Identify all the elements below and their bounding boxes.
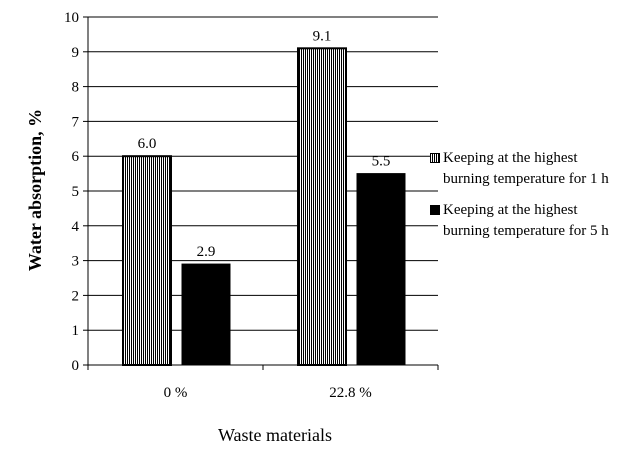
y-axis-title: Water absorption, %	[25, 109, 45, 271]
data-label: 9.1	[313, 28, 332, 44]
legend-item-1h: Keeping at the highest burning temperatu…	[428, 148, 618, 190]
y-tick-label: 7	[72, 114, 80, 130]
y-tick-label: 5	[72, 184, 80, 200]
axes	[83, 16, 439, 370]
legend-swatch-hatched	[430, 153, 440, 163]
y-tick-label: 9	[72, 45, 80, 61]
bar-5h	[181, 263, 231, 366]
y-tick-label: 10	[64, 10, 79, 26]
legend-label-1h: Keeping at the highest burning temperatu…	[443, 150, 609, 187]
y-tick-label: 3	[72, 254, 80, 270]
y-tick-label: 4	[72, 219, 80, 235]
y-tick-label: 1	[72, 323, 80, 339]
y-tick-label: 2	[72, 288, 80, 304]
legend-swatch-solid	[430, 205, 440, 215]
x-tick-label: 22.8 %	[329, 385, 372, 401]
data-label: 2.9	[197, 244, 216, 260]
legend-item-5h: Keeping at the highest burning temperatu…	[428, 200, 618, 242]
y-tick-label: 8	[72, 80, 80, 96]
data-label: 5.5	[372, 154, 391, 170]
x-tick-label: 0 %	[164, 385, 188, 401]
y-tick-label: 6	[72, 149, 80, 165]
y-tick-label: 0	[72, 358, 80, 374]
labels: 0 1 2 3 4 5 6 7 8 9 10 6.0 2.9 0 % 9.1 5.5 22.8 %	[64, 10, 390, 401]
legend: Keeping at the highest burning temperatu…	[428, 148, 618, 252]
bars	[122, 47, 406, 366]
bar-1h	[122, 155, 172, 366]
bar-5h	[356, 173, 406, 366]
x-axis-title: Waste materials	[218, 425, 332, 445]
legend-label-5h: Keeping at the highest burning temperatu…	[443, 202, 609, 239]
bar-1h	[297, 47, 347, 366]
data-label: 6.0	[138, 136, 157, 152]
